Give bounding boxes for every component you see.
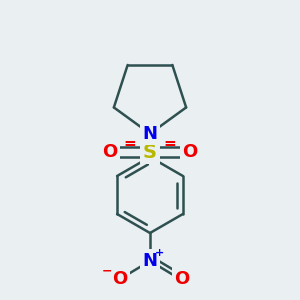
- Text: S: S: [143, 142, 157, 161]
- Text: O: O: [112, 270, 128, 288]
- Text: N: N: [142, 252, 158, 270]
- Text: O: O: [102, 143, 118, 161]
- Text: +: +: [154, 248, 164, 258]
- Text: =: =: [124, 136, 136, 151]
- Text: O: O: [182, 143, 198, 161]
- Text: −: −: [102, 265, 112, 278]
- Text: O: O: [174, 270, 190, 288]
- Text: =: =: [164, 136, 176, 151]
- Text: N: N: [142, 125, 158, 143]
